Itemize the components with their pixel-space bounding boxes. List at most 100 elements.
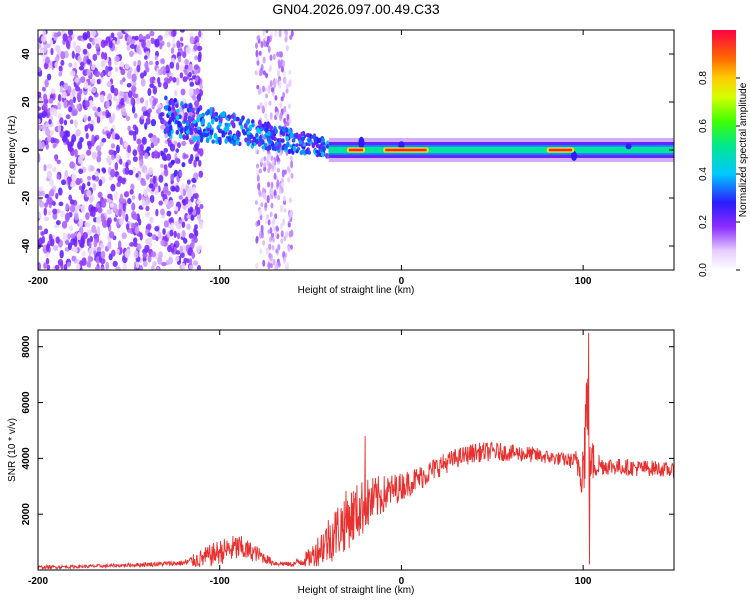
diagonal-feature-blob <box>247 134 251 141</box>
noise-blob <box>110 168 116 178</box>
noise-blob <box>267 229 271 234</box>
noise-blob <box>192 260 199 266</box>
noise-blob <box>177 142 181 149</box>
noise-blob <box>46 73 52 81</box>
snr-plot-area <box>38 330 674 570</box>
noise-blob <box>145 40 151 49</box>
noise-blob <box>117 240 122 249</box>
noise-blob <box>55 236 60 244</box>
noise-blob <box>125 115 131 122</box>
noise-blob <box>198 160 202 167</box>
diagonal-feature-blob <box>175 103 179 109</box>
noise-blob <box>130 183 135 191</box>
noise-blob <box>267 153 271 159</box>
noise-blob <box>154 38 160 48</box>
diagonal-feature-blob <box>221 130 225 136</box>
noise-blob <box>289 155 293 161</box>
noise-blob <box>56 173 61 180</box>
noise-blob <box>69 225 74 231</box>
diagonal-feature-blob <box>196 107 201 113</box>
noise-blob <box>195 156 200 162</box>
diagonal-feature-blob <box>188 108 193 113</box>
noise-blob <box>138 193 142 201</box>
noise-blob <box>60 179 67 186</box>
diagonal-feature-blob <box>236 116 240 122</box>
noise-blob <box>156 103 162 109</box>
diagonal-feature-blob <box>258 136 263 142</box>
noise-blob <box>283 195 287 202</box>
diagonal-feature-blob <box>188 103 192 110</box>
noise-blob <box>278 51 282 58</box>
diagonal-feature-blob <box>196 117 200 123</box>
figure-title: GN04.2026.097.00.49.C33 <box>272 1 440 17</box>
noise-blob <box>178 171 183 177</box>
tone-band-bump <box>398 141 405 150</box>
noise-blob <box>63 99 68 109</box>
noise-blob <box>97 150 102 157</box>
noise-blob <box>140 181 147 187</box>
noise-blob <box>280 222 284 230</box>
noise-blob <box>91 78 96 85</box>
noise-blob <box>45 243 50 253</box>
noise-blob <box>288 69 292 76</box>
noise-blob <box>139 97 145 104</box>
noise-blob <box>88 85 92 92</box>
snr-x-tick-label: 0 <box>399 576 405 587</box>
noise-blob <box>122 77 126 83</box>
noise-blob <box>63 83 68 90</box>
noise-blob <box>268 66 272 73</box>
noise-blob <box>183 154 189 159</box>
noise-blob <box>139 264 144 270</box>
noise-blob <box>287 176 291 183</box>
noise-blob <box>46 134 52 143</box>
noise-blob <box>119 91 125 97</box>
noise-blob <box>48 97 54 104</box>
noise-blob <box>279 112 283 119</box>
noise-blob <box>126 70 132 80</box>
colorbar-gradient <box>712 30 736 270</box>
noise-blob <box>162 185 169 194</box>
snr-y-axis-label: SNR (10 * v/v) <box>7 418 18 482</box>
noise-blob <box>183 237 188 244</box>
noise-blob <box>115 153 120 162</box>
noise-blob <box>114 162 119 171</box>
diagonal-feature-blob <box>275 145 280 151</box>
noise-blob <box>96 78 101 85</box>
noise-blob <box>146 113 151 119</box>
noise-blob <box>267 45 271 53</box>
diagonal-feature-blob <box>307 150 312 155</box>
noise-blob <box>47 210 52 216</box>
diagonal-feature-blob <box>189 129 194 135</box>
noise-blob <box>85 212 90 221</box>
noise-blob <box>129 50 134 58</box>
noise-blob <box>166 210 172 217</box>
noise-blob <box>59 129 65 139</box>
noise-blob <box>75 263 81 270</box>
noise-blob <box>195 245 201 254</box>
noise-blob <box>97 106 101 113</box>
noise-blob <box>102 168 107 174</box>
noise-blob <box>92 106 97 111</box>
noise-blob <box>285 231 289 239</box>
noise-blob <box>277 194 281 201</box>
noise-blob <box>75 45 81 54</box>
noise-blob <box>78 218 84 227</box>
noise-blob <box>178 195 184 200</box>
noise-blob <box>107 241 112 250</box>
noise-blob <box>154 225 160 232</box>
noise-blob <box>64 213 71 222</box>
noise-blob <box>175 250 181 255</box>
noise-blob <box>91 151 98 160</box>
noise-blob <box>106 217 112 225</box>
noise-blob <box>100 59 106 68</box>
noise-blob <box>263 40 267 48</box>
noise-blob <box>290 30 294 37</box>
noise-blob <box>94 37 100 44</box>
noise-blob <box>60 51 66 60</box>
noise-blob <box>63 264 68 270</box>
snr-x-ticks: -200 -100 0 100 <box>28 330 592 587</box>
noise-blob <box>288 118 292 124</box>
spectrogram-y-tick-label: -20 <box>21 190 32 205</box>
noise-blob <box>171 36 176 43</box>
noise-blob <box>59 117 64 125</box>
